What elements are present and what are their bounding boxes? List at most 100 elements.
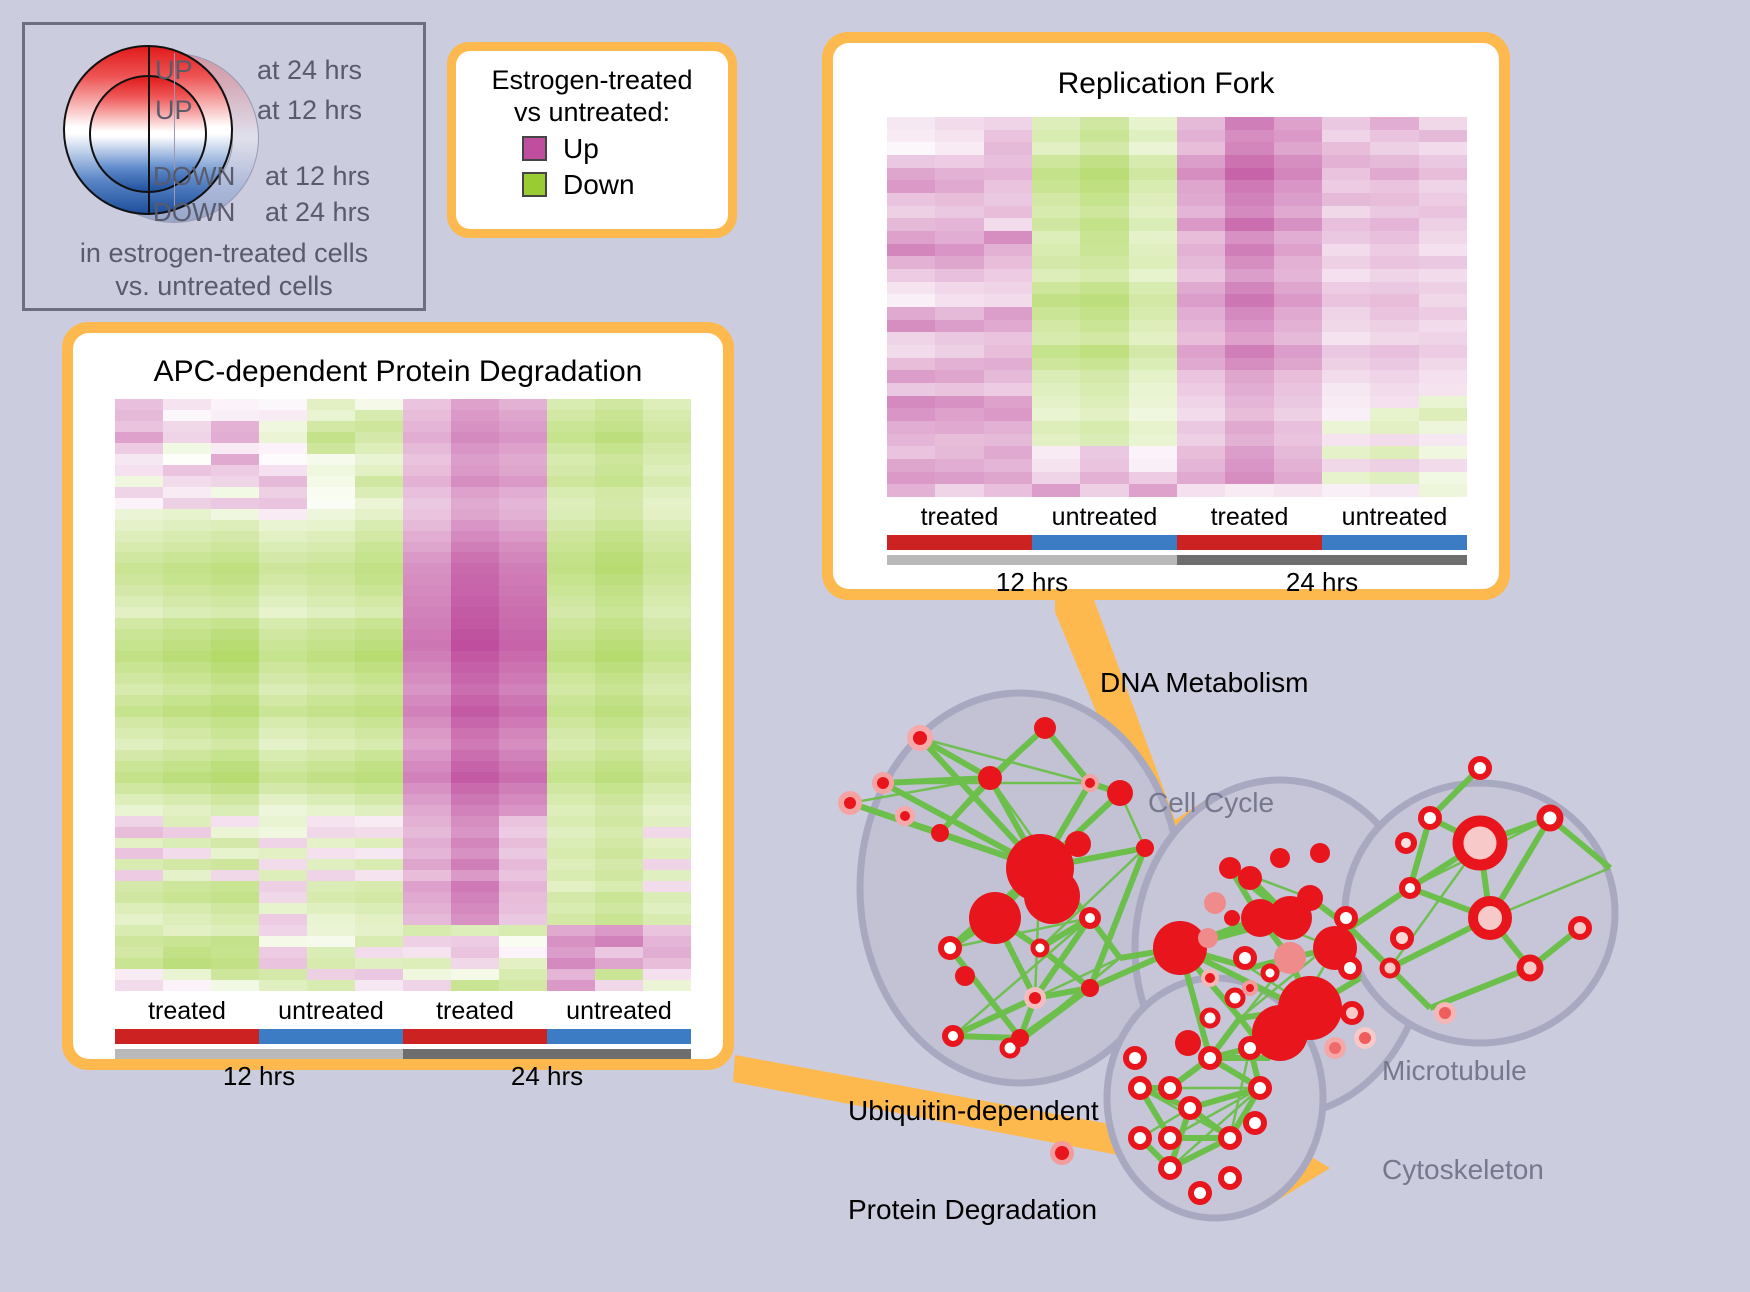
heatmap-cell <box>259 969 307 981</box>
heatmap-cell <box>115 508 163 520</box>
heatmap-cell <box>643 826 691 838</box>
heatmap-cell <box>259 980 307 991</box>
cluster-label-microtubule-cytoskeleton: Microtubule Cytoskeleton <box>1382 988 1544 1252</box>
node-cc-13 <box>1224 910 1240 926</box>
heatmap-cell <box>887 231 936 244</box>
heatmap-cell <box>983 243 1032 257</box>
heatmap-cell <box>307 442 355 454</box>
heatmap-cell <box>307 629 355 641</box>
heatmap-cell <box>499 684 547 695</box>
heatmap-cell <box>547 399 595 410</box>
pathway-network-diagram[interactable]: DNA Metabolism Cell Cycle Microtubule Cy… <box>790 618 1750 1279</box>
heatmap-cell <box>163 574 211 586</box>
heatmap-cell <box>1176 129 1226 143</box>
heatmap-cell <box>355 947 403 959</box>
heatmap-cell <box>643 541 691 553</box>
legend-key-up: Up <box>522 133 718 165</box>
condition-bar-segment-untreated <box>1322 535 1467 550</box>
heatmap-cell <box>403 475 451 487</box>
condition-labels-apc: treated untreated treated untreated <box>115 997 691 1026</box>
heatmap-cell <box>259 453 307 465</box>
heatmap-cell <box>643 563 691 575</box>
heatmap-cell <box>1176 357 1226 371</box>
heatmap-cell <box>935 421 984 434</box>
heatmap-cell <box>643 486 691 498</box>
heatmap-cell <box>887 319 936 333</box>
heatmap-cell <box>211 530 259 542</box>
heatmap-cell <box>887 459 936 472</box>
panel-title-replication-fork: Replication Fork <box>1057 67 1275 100</box>
heatmap-cell <box>983 167 1032 181</box>
heatmap-cell <box>983 484 1032 497</box>
heatmap-cell <box>1273 256 1322 269</box>
heatmap-cell <box>115 727 163 739</box>
heatmap-cell <box>643 552 691 564</box>
heatmap-cell <box>1273 281 1322 295</box>
heatmap-cell <box>259 695 307 706</box>
heatmap-cell <box>595 508 643 520</box>
heatmap-cell <box>499 727 547 739</box>
heatmap-cell <box>547 782 595 794</box>
heatmap-cell <box>547 749 595 761</box>
heatmap-cell <box>1273 319 1322 333</box>
heatmap-cell <box>1176 332 1226 345</box>
heatmap-cell <box>1225 155 1274 168</box>
heatmap-cell <box>595 530 643 542</box>
heatmap-cell <box>403 870 451 882</box>
heatmap-cell <box>547 442 595 454</box>
heatmap-cell <box>643 705 691 717</box>
heatmap-cell <box>1418 243 1467 257</box>
heatmap-cell <box>643 431 691 443</box>
heatmap-cell <box>211 585 259 597</box>
heatmap-cell <box>259 771 307 783</box>
heatmap-cell <box>211 618 259 630</box>
heatmap-cell <box>935 256 984 269</box>
heatmap-cell <box>595 771 643 783</box>
heatmap-cell <box>403 596 451 608</box>
heatmap-cell <box>307 859 355 871</box>
heatmap-cell <box>163 936 211 948</box>
condition-bar-segment-treated <box>887 535 1032 550</box>
heatmap-cell <box>1080 471 1129 485</box>
heatmap-cell <box>211 870 259 882</box>
node-cc-19 <box>1340 1001 1364 1025</box>
heatmap-cell <box>1225 408 1274 421</box>
heatmap-cell <box>983 231 1032 244</box>
heatmap-cell <box>983 294 1032 307</box>
heatmap-cell <box>1321 408 1371 421</box>
heatmap-cell <box>595 399 643 410</box>
heatmap-cell <box>595 947 643 959</box>
heatmap-cell <box>983 459 1032 472</box>
heatmap-cell <box>1418 332 1467 345</box>
heatmap-cell <box>1128 345 1177 358</box>
heatmap-cell <box>403 585 451 597</box>
heatmap-cell <box>983 383 1032 396</box>
heatmap-cell <box>211 936 259 948</box>
heatmap-cell <box>211 596 259 608</box>
heatmap-cell <box>887 446 936 459</box>
panel-replication-fork[interactable]: Replication Fork treated untreated treat… <box>822 32 1510 600</box>
heatmap-cell <box>259 958 307 970</box>
heatmap-cell <box>259 486 307 498</box>
heatmap-cell <box>355 486 403 498</box>
heatmap-cell <box>595 607 643 619</box>
heatmap-replication-fork <box>887 117 1467 497</box>
heatmap-cell <box>1080 294 1129 307</box>
heatmap-cell <box>355 848 403 860</box>
heatmap-cell <box>307 695 355 706</box>
heatmap-cell <box>1128 231 1177 244</box>
heatmap-cell <box>355 727 403 739</box>
heatmap-cell <box>643 442 691 454</box>
heatmap-cell <box>595 760 643 772</box>
node-ub-4 <box>1218 1126 1242 1150</box>
heatmap-cell <box>451 475 499 487</box>
node-dna-14 <box>938 936 962 960</box>
heatmap-cell <box>307 782 355 794</box>
heatmap-cell <box>259 881 307 893</box>
heatmap-cell <box>355 958 403 970</box>
heatmap-cell <box>451 420 499 432</box>
heatmap-cell <box>887 471 936 485</box>
panel-apc-protein-degradation[interactable]: APC-dependent Protein Degradation treate… <box>62 322 734 1091</box>
heatmap-cell <box>451 815 499 827</box>
heatmap-cell <box>259 497 307 509</box>
